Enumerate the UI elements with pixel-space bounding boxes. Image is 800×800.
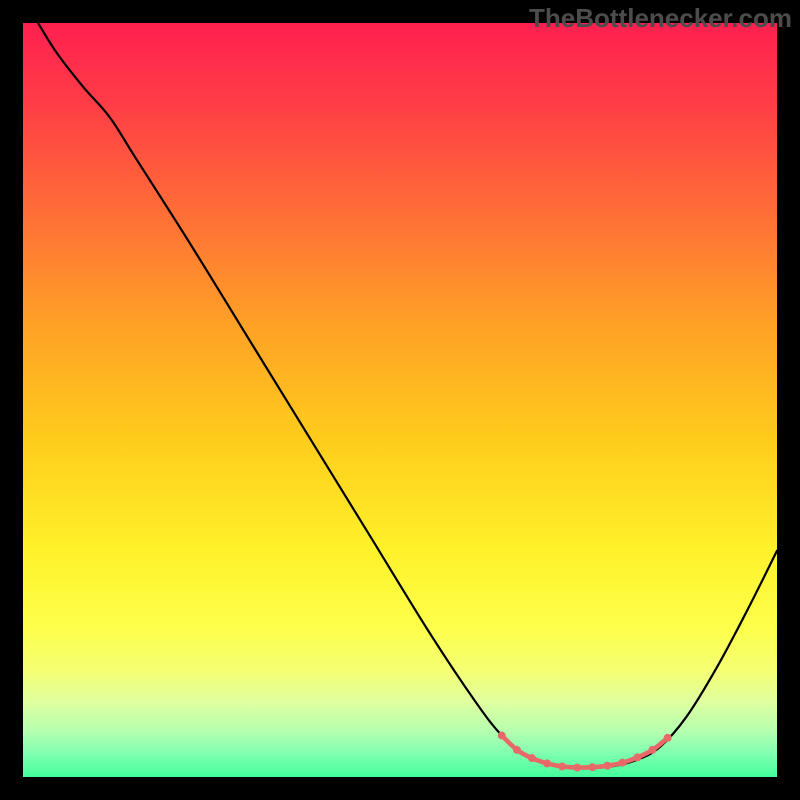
optimal-range-segment (502, 736, 668, 768)
optimal-range-marker (543, 759, 551, 767)
optimal-range-marker (528, 754, 536, 762)
optimal-range-marker (498, 732, 506, 740)
optimal-range-marker (618, 759, 626, 767)
optimal-range-marker (634, 753, 642, 761)
optimal-range-marker (649, 746, 657, 754)
bottleneck-curve (38, 23, 777, 768)
optimal-range-marker (603, 762, 611, 770)
optimal-range-marker (513, 746, 521, 754)
plot-area (23, 23, 777, 777)
watermark-text: TheBottlenecker.com (529, 3, 792, 34)
optimal-range-marker (573, 764, 581, 772)
chart-overlay (23, 23, 777, 777)
optimal-range-marker (558, 762, 566, 770)
optimal-range-marker (664, 734, 672, 742)
optimal-range-marker (588, 763, 596, 771)
